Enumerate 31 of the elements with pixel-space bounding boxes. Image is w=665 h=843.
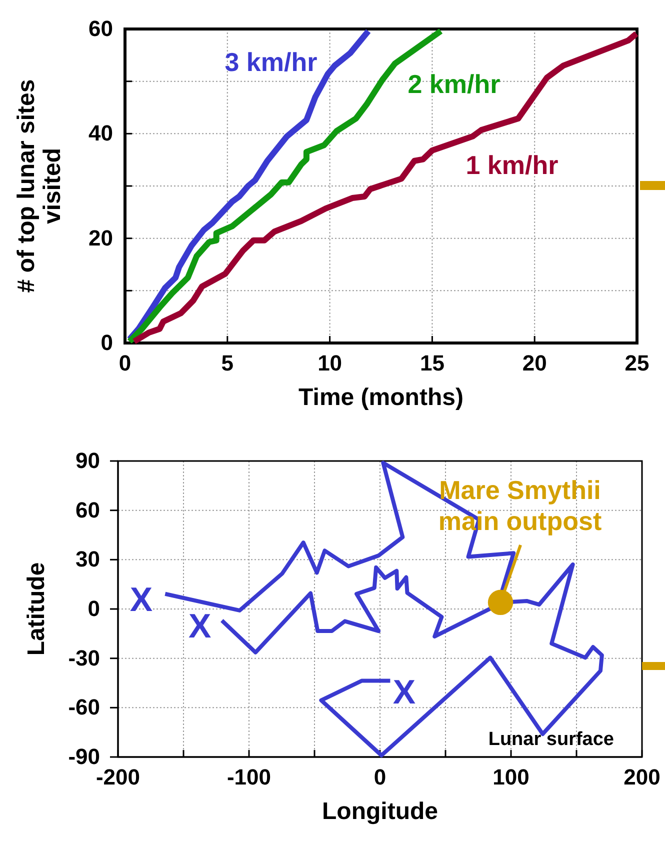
- series-label: 1 km/hr: [466, 150, 558, 180]
- x-tick-label: 0: [118, 350, 132, 376]
- x-tick-label: 0: [374, 764, 386, 790]
- annotation: X: [392, 674, 416, 712]
- x-tick-label: 15: [420, 350, 444, 376]
- y-tick-label: 20: [88, 225, 113, 250]
- x-tick-label: 100: [492, 764, 530, 790]
- y-tick-label: 0: [88, 596, 100, 622]
- y-tick-label: -60: [68, 694, 100, 720]
- y-tick-label: 40: [88, 120, 113, 146]
- x-tick-label: 20: [522, 350, 547, 376]
- x-tick-label: 200: [624, 764, 660, 790]
- series-label: 2 km/hr: [408, 68, 500, 99]
- y-axis-title: Latitude: [23, 562, 50, 656]
- y-axis-title: # of top lunar sites visited: [13, 79, 66, 293]
- x-tick-label: 10: [318, 350, 342, 376]
- y-tick-label: 90: [76, 448, 100, 474]
- y-tick-label: -30: [68, 645, 100, 670]
- series-label: 3 km/hr: [224, 46, 318, 77]
- x-axis-title: Longitude: [322, 798, 438, 825]
- x-tick-label: 5: [221, 350, 234, 376]
- annotation: X: [130, 580, 153, 619]
- annotation: X: [188, 608, 212, 646]
- x-axis-title: Time (months): [298, 384, 464, 411]
- x-tick-label: 25: [624, 350, 650, 376]
- y-tick-label: 60: [88, 16, 113, 42]
- y-tick-label: 60: [76, 497, 100, 522]
- annotation: Lunar surface: [488, 729, 614, 750]
- y-tick-label: 30: [76, 546, 100, 572]
- y-tick-label: 0: [100, 330, 113, 356]
- x-tick-label: -100: [226, 764, 272, 790]
